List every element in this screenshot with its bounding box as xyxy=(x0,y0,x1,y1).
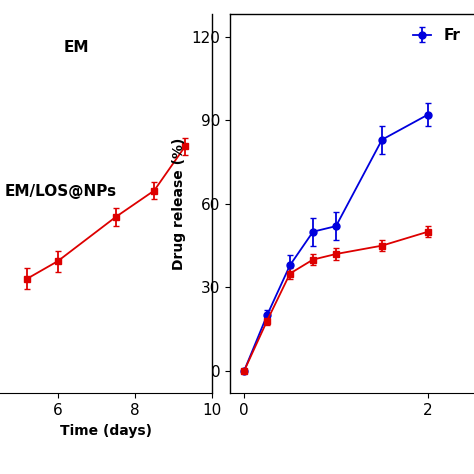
Y-axis label: Drug release (%): Drug release (%) xyxy=(172,137,186,270)
X-axis label: Time (days): Time (days) xyxy=(60,424,152,438)
Text: EM/LOS@NPs: EM/LOS@NPs xyxy=(4,184,116,199)
Text: EM: EM xyxy=(64,40,89,55)
Legend: Fr: Fr xyxy=(407,22,466,49)
